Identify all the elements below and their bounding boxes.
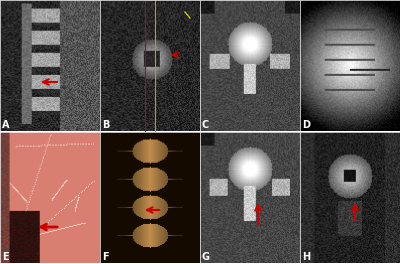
Text: A: A: [2, 120, 10, 130]
Text: F: F: [102, 252, 109, 262]
Text: E: E: [2, 252, 9, 262]
Text: B: B: [102, 120, 109, 130]
Text: G: G: [202, 252, 210, 262]
Text: C: C: [202, 120, 209, 130]
Text: D: D: [302, 120, 310, 130]
Text: H: H: [302, 252, 310, 262]
